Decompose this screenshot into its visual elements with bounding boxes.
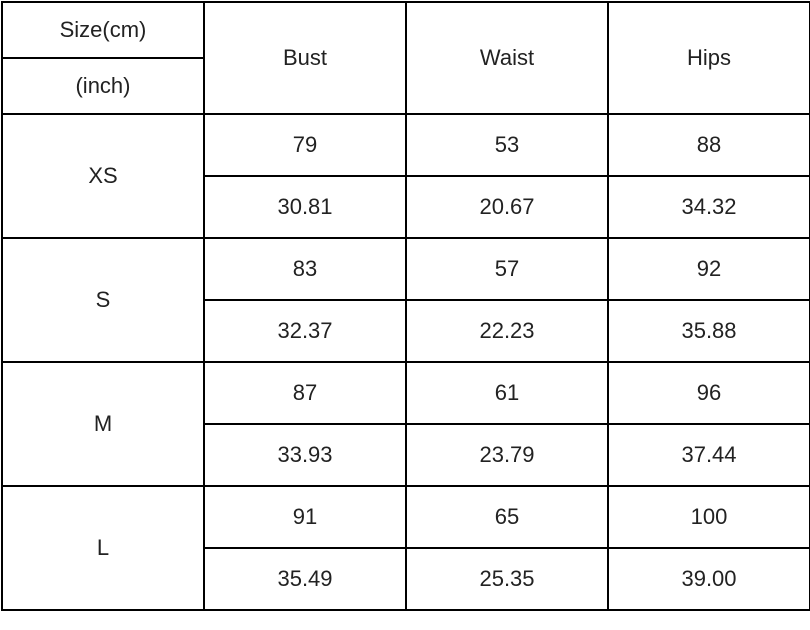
cm-value: 88	[607, 113, 810, 177]
inch-value: 32.37	[203, 299, 407, 363]
inch-value: 20.67	[405, 175, 609, 239]
header-waist: Waist	[405, 1, 609, 115]
header-row: Size(cm) Bust Waist Hips	[1, 1, 810, 115]
cm-value: 100	[607, 485, 810, 549]
header-hips: Hips	[607, 1, 810, 115]
inch-value: 35.49	[203, 547, 407, 611]
header-size-cm: Size(cm)	[1, 1, 205, 59]
cm-value: 87	[203, 361, 407, 425]
cm-value: 57	[405, 237, 609, 301]
cm-value: 65	[405, 485, 609, 549]
inch-value: 25.35	[405, 547, 609, 611]
table-row-cm: S 83 57 92	[1, 237, 810, 363]
size-label: L	[1, 485, 205, 611]
table-row-inch: 35.49 25.35 39.00	[2, 547, 810, 611]
cm-value: 53	[405, 113, 609, 177]
inch-value: 23.79	[405, 423, 609, 487]
table-row-inch: 33.93 23.79 37.44	[2, 423, 810, 487]
inch-value: 22.23	[405, 299, 609, 363]
cm-value: 92	[607, 237, 810, 301]
size-label: M	[1, 361, 205, 487]
cm-value: 91	[203, 485, 407, 549]
table-row-inch: 30.81 20.67 34.32	[2, 175, 810, 239]
table-row-inch: 32.37 22.23 35.88	[2, 299, 810, 363]
table-row-cm: XS 79 53 88	[1, 113, 810, 239]
header-bust: Bust	[203, 1, 407, 115]
size-label: XS	[1, 113, 205, 239]
cm-value: 61	[405, 361, 609, 425]
inch-value: 33.93	[203, 423, 407, 487]
table-row-cm: M 87 61 96	[1, 361, 810, 487]
cm-value: 96	[607, 361, 810, 425]
size-chart-table: Size(cm) Bust Waist Hips (inch) XS 79 53 88…	[1, 1, 810, 611]
header-row: (inch)	[1, 57, 810, 115]
inch-value: 34.32	[607, 175, 810, 239]
inch-value: 39.00	[607, 547, 810, 611]
inch-value: 35.88	[607, 299, 810, 363]
cm-value: 79	[203, 113, 407, 177]
header-size-inch: (inch)	[1, 57, 205, 115]
table-row-cm: L 91 65 100	[1, 485, 810, 611]
inch-value: 30.81	[203, 175, 407, 239]
inch-value: 37.44	[607, 423, 810, 487]
size-label: S	[1, 237, 205, 363]
cm-value: 83	[203, 237, 407, 301]
